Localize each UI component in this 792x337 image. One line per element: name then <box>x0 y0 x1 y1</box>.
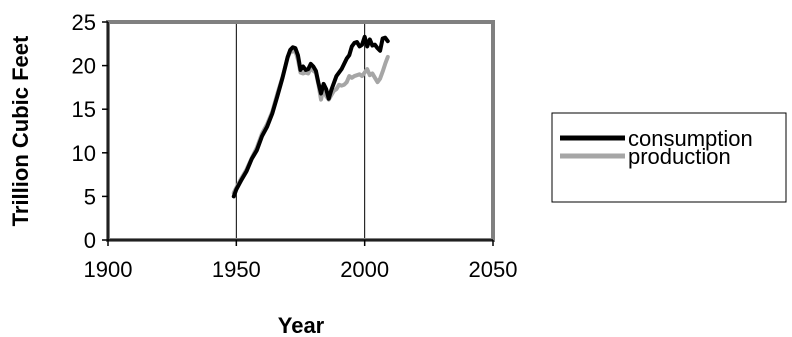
y-tick-label-20: 20 <box>72 54 96 79</box>
legend-label-production: production <box>628 144 731 169</box>
plot-area-border <box>106 20 495 242</box>
x-tick-label-2000: 2000 <box>340 257 389 282</box>
legend-label-consumption: consumption <box>628 126 753 151</box>
y-tick-label-15: 15 <box>72 97 96 122</box>
series-lines <box>231 34 390 199</box>
x-tick-label-1950: 1950 <box>212 257 261 282</box>
x-tick-label-1900: 1900 <box>84 257 133 282</box>
legend: consumption production <box>551 112 787 203</box>
axes: 0 5 10 15 20 25 1900 1950 2000 2050 <box>72 10 518 282</box>
y-axis-title: Trillion Cubic Feet <box>8 35 33 226</box>
y-tick-label-25: 25 <box>72 10 96 35</box>
x-tick-label-2050: 2050 <box>469 257 518 282</box>
y-tick-label-5: 5 <box>84 184 96 209</box>
series-line-consumption <box>231 34 390 199</box>
x-axis-title: Year <box>278 313 325 337</box>
gridlines <box>235 22 366 240</box>
y-tick-label-0: 0 <box>84 228 96 253</box>
y-tick-label-10: 10 <box>72 141 96 166</box>
